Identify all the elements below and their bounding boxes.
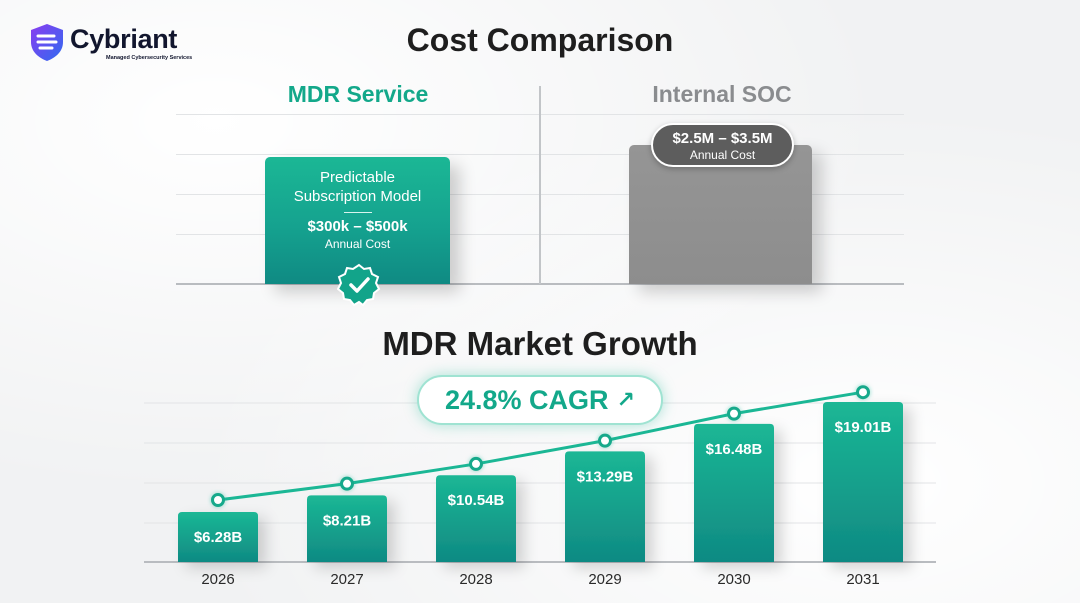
cagr-label: 24.8% CAGR [445,384,609,415]
bar-value-label: $19.01B [835,419,892,436]
mdr-line-2: Subscription Model [293,188,422,205]
brand-tagline: Managed Cybersecurity Services [106,55,193,61]
mdr-cost-bar: Predictable Subscription Model $300k – $… [265,157,450,284]
bar-value-label: $6.28B [194,529,243,546]
arrow-up-right-icon: ↗ [616,387,635,412]
cost-comparison-title: Cost Comparison [406,22,674,58]
column-divider [539,86,541,284]
trend-point [856,385,870,400]
bar-2027 [307,495,387,562]
cost-baseline [176,283,904,285]
year-tick-label: 2026 [201,571,234,588]
bar-value-label: $16.48B [706,441,763,458]
bar-value-label: $13.29B [577,468,634,485]
soc-cost-range: $2.5M – $3.5M [672,130,773,147]
checkmark-badge-icon [337,263,381,307]
trend-point [727,406,741,421]
trend-line [217,390,864,502]
trend-point [598,433,612,448]
soc-cost-note: Annual Cost [689,148,756,162]
bar-2026 [178,512,258,562]
bar-2030 [694,423,774,562]
trend-point [340,476,354,491]
logo[interactable]: Cybriant Managed Cybersecurity Services [28,22,218,66]
mdr-cost-range: $300k – $500k [307,218,408,235]
mdr-cost-note: Annual Cost [324,237,391,251]
brand-name: Cybriant [70,24,178,54]
trend-point [469,456,483,471]
trend-point [211,493,225,507]
internal-soc-heading: Internal SOC [652,81,792,107]
bar-2029 [565,451,645,562]
mdr-line-1: Predictable [319,169,396,186]
bar-2031 [823,402,903,562]
cagr-pill: 24.8% CAGR ↗ [417,375,663,425]
soc-cost-pill: $2.5M – $3.5M Annual Cost [651,123,794,167]
year-tick-label: 2027 [330,571,363,588]
mdr-service-heading: MDR Service [287,81,429,107]
shield-logo-icon [31,24,63,61]
bar-value-label: $10.54B [448,492,505,509]
soc-cost-bar [629,145,812,284]
bar-2028 [436,475,516,562]
mdr-separator [344,212,372,213]
year-tick-label: 2030 [717,571,750,588]
year-tick-label: 2029 [588,571,621,588]
bar-value-label: $8.21B [323,512,372,529]
year-tick-label: 2031 [846,571,879,588]
market-growth-title: MDR Market Growth [382,325,698,362]
year-tick-label: 2028 [459,571,492,588]
